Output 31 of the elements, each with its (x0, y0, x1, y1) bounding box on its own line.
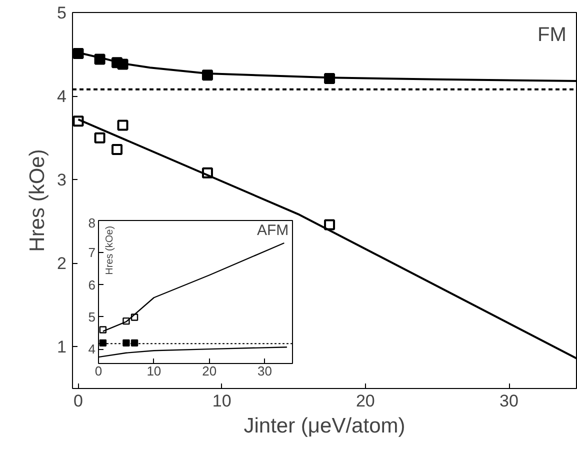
y-axis-title: Hres (kOe) (104, 226, 116, 275)
point (122, 339, 130, 347)
x-tick-label: 30 (258, 364, 272, 378)
point (117, 120, 128, 131)
x-tick-label: 0 (74, 392, 83, 410)
annotation: FM (538, 24, 566, 46)
y-tick-label: 8 (88, 216, 96, 230)
x-tick-label: 10 (146, 364, 162, 378)
x-axis-title: Jinter (μeV/atom) (244, 414, 406, 438)
x-tick-label: 20 (202, 364, 217, 378)
y-tick-label: 5 (88, 309, 96, 324)
point (112, 144, 123, 156)
y-tick-label: 3 (57, 170, 67, 190)
x-tick-label: 30 (500, 392, 518, 410)
y-tick-label: 1 (57, 338, 67, 357)
point (94, 132, 106, 144)
y-tick-label: 6 (88, 277, 96, 292)
y-tick-label: 2 (57, 254, 67, 274)
point (99, 339, 107, 347)
y-tick-label: 4 (88, 342, 96, 357)
line-series (98, 346, 288, 358)
y-axis-title: Hres (kOe) (26, 149, 50, 252)
x-tick-label: 0 (94, 364, 102, 378)
y-tick-label: 4 (57, 87, 67, 106)
x-tick-label: 20 (356, 392, 375, 410)
y-tick-label: 7 (88, 245, 96, 260)
y-tick-label: 5 (57, 4, 67, 22)
point (130, 339, 138, 347)
annotation: AFM (256, 222, 289, 239)
x-tick-label: 10 (212, 392, 232, 410)
point (324, 219, 336, 230)
